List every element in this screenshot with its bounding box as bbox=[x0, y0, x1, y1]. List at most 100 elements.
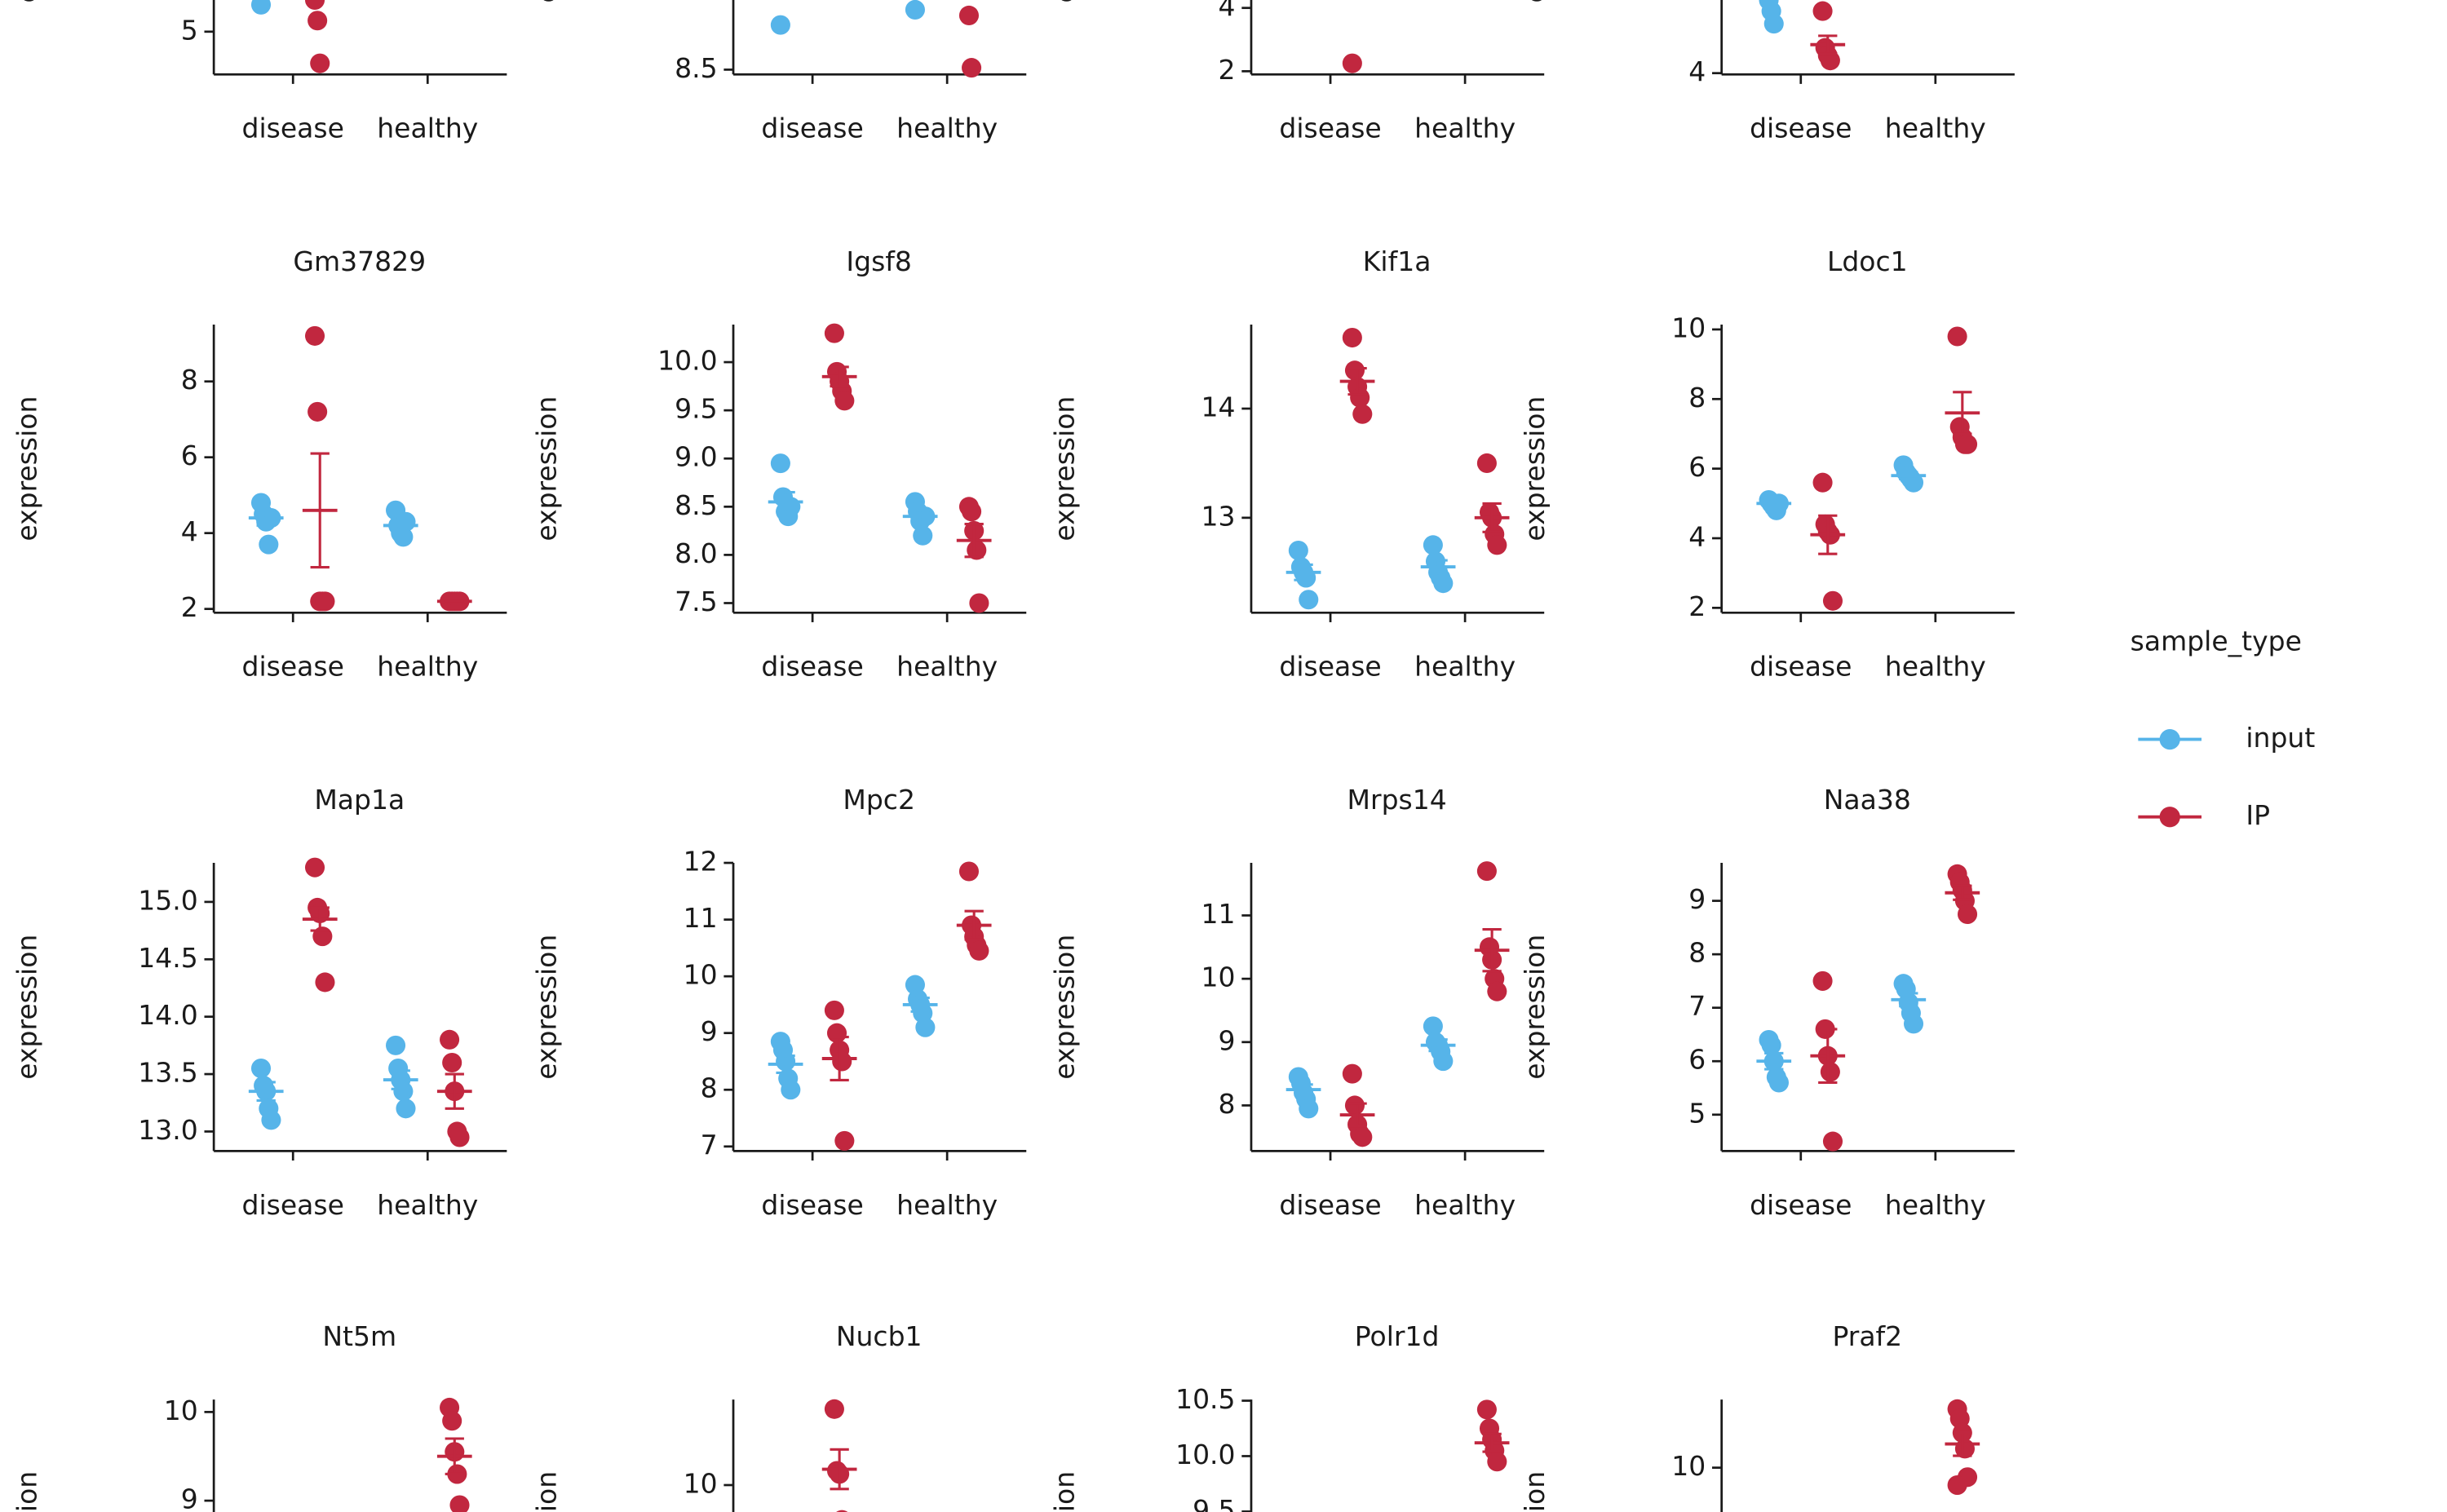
y-tick-label: 2 bbox=[181, 591, 198, 623]
x-tick-label: disease bbox=[761, 1189, 863, 1221]
data-point bbox=[315, 972, 335, 993]
y-tick-label: 8 bbox=[701, 1072, 718, 1104]
y-tick-label: 14.5 bbox=[138, 942, 197, 974]
y-tick-label: 9 bbox=[1688, 883, 1706, 915]
error-bar bbox=[1347, 366, 1367, 396]
data-point bbox=[1342, 1063, 1362, 1084]
data-point bbox=[1822, 1131, 1843, 1152]
error-bar bbox=[964, 523, 984, 559]
data-point bbox=[1487, 535, 1507, 555]
data-point bbox=[310, 53, 330, 73]
y-axis-label: expression bbox=[1048, 396, 1080, 542]
panel-title: Kif1a bbox=[1363, 245, 1431, 277]
y-axis-label: expression bbox=[11, 1471, 42, 1512]
y-tick-label: 4 bbox=[181, 515, 198, 547]
x-tick-label: healthy bbox=[1414, 1189, 1516, 1221]
data-point bbox=[1812, 472, 1833, 493]
y-tick-label: 7 bbox=[701, 1129, 718, 1161]
y-tick-label: 10 bbox=[1671, 312, 1706, 343]
data-point bbox=[308, 11, 328, 31]
y-tick-label: 14.0 bbox=[138, 999, 197, 1031]
x-tick-label: disease bbox=[1279, 113, 1381, 144]
y-tick-label: 13.0 bbox=[138, 1114, 197, 1146]
panel-title: Praf2 bbox=[1832, 1320, 1902, 1352]
x-tick-label: disease bbox=[1279, 1189, 1381, 1221]
data-point bbox=[440, 1029, 460, 1050]
error-bar bbox=[1953, 884, 1972, 901]
y-tick-label: 9.5 bbox=[1193, 1494, 1235, 1512]
y-tick-label: 8.5 bbox=[675, 52, 717, 84]
panel-title: Nucb1 bbox=[836, 1320, 923, 1352]
error-bar bbox=[256, 1081, 276, 1102]
data-point bbox=[1958, 904, 1978, 925]
y-tick-label: 2 bbox=[1688, 590, 1706, 622]
error-bar bbox=[1764, 500, 1784, 507]
y-axis-label: expression bbox=[530, 935, 562, 1080]
panel-title: Igsf8 bbox=[846, 245, 912, 277]
data-point bbox=[259, 534, 279, 555]
x-tick-label: healthy bbox=[896, 1189, 998, 1221]
data-point bbox=[958, 5, 979, 25]
data-point bbox=[1947, 326, 1967, 347]
x-tick-label: healthy bbox=[1414, 651, 1516, 683]
x-tick-label: disease bbox=[1750, 113, 1852, 144]
data-point bbox=[1352, 1127, 1373, 1147]
data-point bbox=[1487, 981, 1507, 1001]
error-bar bbox=[1953, 391, 1972, 435]
data-point bbox=[824, 323, 844, 343]
data-point bbox=[958, 861, 979, 882]
error-bar bbox=[391, 1069, 410, 1090]
x-tick-label: disease bbox=[1750, 1189, 1852, 1221]
data-point bbox=[962, 58, 982, 78]
data-point bbox=[1288, 540, 1308, 561]
data-point bbox=[834, 1130, 855, 1151]
panel-title: Mpc2 bbox=[843, 784, 915, 816]
y-axis-label: expression bbox=[1048, 1471, 1080, 1512]
data-point bbox=[781, 1080, 801, 1100]
data-point bbox=[1761, 1035, 1781, 1055]
x-tick-label: disease bbox=[242, 113, 344, 144]
data-point bbox=[832, 1051, 852, 1072]
y-axis-label: expression bbox=[1519, 935, 1551, 1080]
error-bar bbox=[445, 1072, 464, 1110]
error-bar bbox=[310, 452, 330, 569]
y-tick-label: 9.5 bbox=[675, 393, 717, 425]
x-tick-label: healthy bbox=[896, 113, 998, 144]
x-tick-label: healthy bbox=[1885, 113, 1986, 144]
data-point bbox=[396, 1099, 416, 1119]
error-bar bbox=[1482, 502, 1502, 533]
y-tick-label: 9 bbox=[1219, 1024, 1236, 1056]
data-point bbox=[770, 15, 790, 35]
error-bar bbox=[830, 365, 849, 388]
y-tick-label: 10 bbox=[1201, 962, 1236, 993]
data-point bbox=[905, 0, 925, 20]
data-point bbox=[1958, 434, 1978, 454]
error-bar bbox=[776, 1054, 795, 1074]
error-bar bbox=[1818, 34, 1838, 55]
y-tick-label: 8.5 bbox=[675, 489, 717, 521]
error-bar bbox=[1347, 1102, 1367, 1128]
y-axis-label: expression bbox=[11, 0, 42, 3]
y-axis-label: expression bbox=[11, 396, 42, 542]
error-bar bbox=[445, 1437, 464, 1476]
data-point bbox=[250, 0, 272, 15]
data-point bbox=[386, 1035, 406, 1055]
data-point bbox=[1352, 404, 1373, 424]
data-point bbox=[1342, 328, 1362, 348]
y-tick-label: 13.5 bbox=[138, 1057, 197, 1089]
data-point bbox=[304, 857, 325, 878]
panel-title: Mrps14 bbox=[1347, 784, 1447, 816]
y-tick-label: 6 bbox=[1688, 1044, 1706, 1076]
data-point bbox=[308, 401, 328, 422]
error-bar bbox=[1428, 1038, 1448, 1053]
x-tick-label: healthy bbox=[377, 651, 478, 683]
y-tick-label: 10 bbox=[164, 1395, 198, 1426]
error-bar bbox=[1482, 928, 1502, 973]
data-point bbox=[1763, 14, 1784, 34]
panel-title: Map1a bbox=[314, 784, 405, 816]
data-point bbox=[836, 1510, 848, 1512]
data-point bbox=[1299, 1099, 1319, 1119]
data-point bbox=[1423, 535, 1443, 555]
legend-entry: input bbox=[2138, 722, 2315, 754]
